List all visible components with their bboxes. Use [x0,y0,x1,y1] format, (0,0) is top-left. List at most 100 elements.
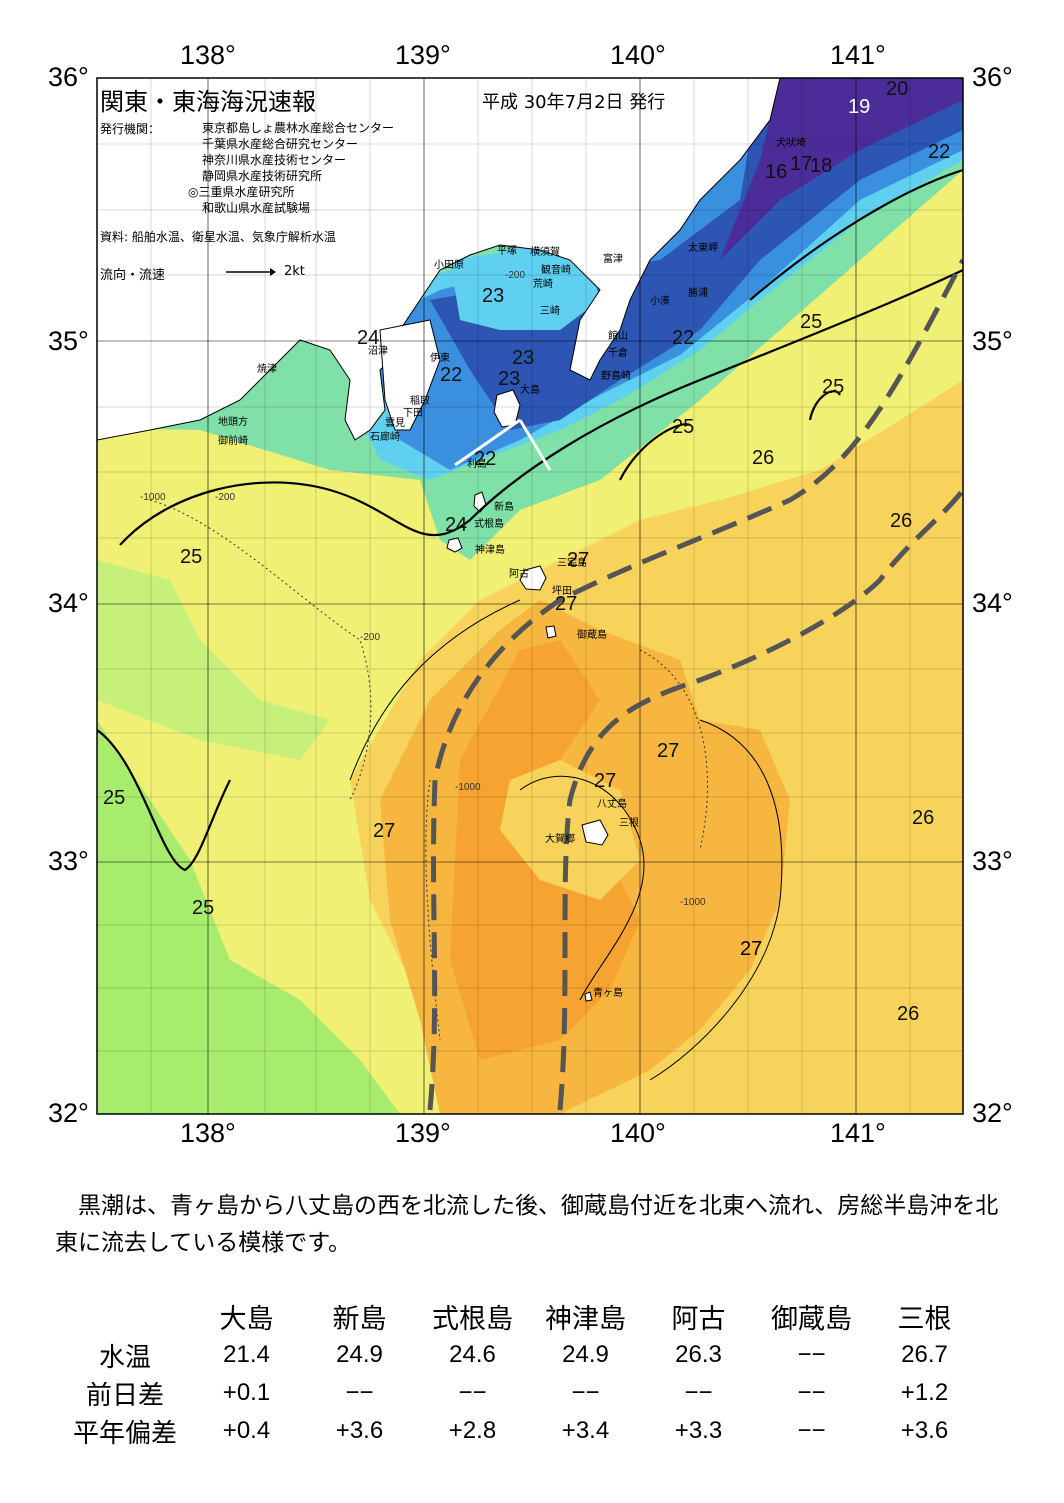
isotherm-label: 27 [740,938,762,960]
table-cell: +1.2 [900,1379,949,1406]
map-frame [96,77,964,1115]
lat-label-34-left: 34° [48,588,89,618]
place-label: 地頭方 [218,415,248,428]
table-cell: +0.4 [222,1417,271,1444]
place-label: 横須賀 [530,245,560,258]
isotherm-label: 18 [810,155,832,177]
isotherm-label: 23 [482,285,504,307]
lat-label-33-left: 33° [48,846,89,876]
lon-label-141-top: 141° [830,40,886,70]
island-aogashima [584,991,593,1002]
place-label: 荒崎 [533,277,553,290]
minor-grid [97,78,963,1114]
table-header-row: 大島 新島 式根島 神津島 阿古 御蔵島 三根 [60,1296,981,1336]
lon-label-138-bottom: 138° [180,1118,236,1148]
isotherm-label: 19 [848,96,870,118]
kuroshio-summary: 黒潮は、青ヶ島から八丈島の西を北流した後、御蔵島付近を北東へ流れ、房総半島沖を北… [55,1193,999,1256]
column-header: 神津島 [545,1303,626,1335]
table-cell: −− [684,1379,713,1406]
isotherm-label: 24 [445,514,467,536]
island-hachijojima [581,819,609,846]
lat-label-32-left: 32° [48,1098,89,1128]
current-vectors [454,418,552,471]
depth-contours [149,499,708,1041]
depth-label: -1000 [140,492,166,503]
table-cell: −− [571,1379,600,1406]
place-label: 八丈島 [597,797,627,810]
depth-label: -200 [215,492,235,503]
place-label: 御前崎 [218,434,248,447]
lon-label-139-bottom: 139° [395,1118,451,1148]
isotherm-label: 26 [752,447,774,469]
water-temperature-table: 大島 新島 式根島 神津島 阿古 御蔵島 三根 水温 21.4 24.9 24.… [60,1296,981,1450]
isotherm-label: 26 [912,807,934,829]
issuer-label: 発行機関： [100,122,161,136]
isotherm-label: 20 [886,78,908,100]
lat-label-36-left: 36° [48,62,89,92]
place-label: 下田 [403,408,423,419]
place-label: 大島 [520,383,540,396]
place-label: 大賀郷 [545,832,575,845]
isotherm-label: 22 [672,327,694,349]
place-label: 観音崎 [541,263,571,276]
table-cell: −− [345,1379,374,1406]
lat-label-32-right: 32° [972,1098,1013,1128]
isotherm-label: 25 [192,897,214,919]
place-label: 新島 [494,500,514,513]
zone-sw-green2 [97,560,330,760]
place-label-group: 小田原 平塚 横須賀 観音崎 富津 荒崎 三崎 犬吠埼 太東岬 小湊 勝浦 館山… [218,136,806,999]
isotherm-label: 25 [822,376,844,398]
isotherm-label: 27 [373,820,395,842]
place-label: 石廊崎 [370,430,400,443]
table-cell: −− [797,1417,826,1444]
isotherm-label: 25 [103,787,125,809]
place-label: 平塚 [497,245,517,257]
issuer-item: 千葉県水産総合研究センター [202,137,359,151]
depth-label: -1000 [680,897,706,908]
place-label: 野島崎 [601,369,631,382]
island-kozushima [446,537,463,553]
isotherm-label: 23 [512,347,534,369]
isotherm-label: 27 [594,770,616,792]
lon-label-139-top: 139° [395,40,451,70]
place-label: 小田原 [434,259,464,271]
row-label: 平年偏差 [72,1418,177,1449]
isotherm-label: 22 [440,364,462,386]
isotherm-label: 23 [498,368,520,390]
table-cell: +3.6 [900,1417,949,1444]
land-honshu [97,78,781,441]
isotherm-label: 26 [897,1003,919,1025]
depth-label: -200 [360,632,380,643]
table-row: 前日差 +0.1 −− −− −− −− −− +1.2 [60,1374,981,1412]
place-label: 勝浦 [688,286,708,299]
kuroshio-axis [427,258,963,1111]
place-label: 三根 [619,816,639,829]
place-label: 稲取 [410,395,430,407]
column-header: 阿古 [671,1303,726,1335]
table-cell: −− [797,1379,826,1406]
place-label: 青ヶ島 [593,986,623,999]
lon-label-140-top: 140° [610,40,666,70]
table-cell: +0.1 [222,1379,271,1406]
place-label: 沼津 [368,344,388,357]
column-header: 大島 [219,1303,274,1335]
lon-label-141-bottom: 141° [830,1118,886,1148]
table-cell: 21.4 [223,1341,270,1368]
lat-label-35-right: 35° [972,326,1013,356]
place-label: 式根島 [474,517,504,530]
place-label: 利島 [467,457,487,470]
table-cell: −− [458,1379,487,1406]
sea-temperature-map: 16 17 18 19 20 22 22 22 22 23 23 23 24 2… [96,77,964,1115]
column-header: 新島 [332,1303,387,1335]
island-mikurajima [545,625,557,639]
row-label: 水温 [98,1342,151,1373]
lon-label-140-bottom: 140° [610,1118,666,1148]
grid [97,78,963,1114]
depth-label-group: -200 -1000 -200 -1000 -1000 -200 [140,270,706,908]
depth-label: -1000 [455,782,481,793]
lat-label-34-right: 34° [972,588,1013,618]
place-label: 太東岬 [688,241,718,254]
place-label: 坪田 [552,584,572,597]
isotherm-label: 22 [928,141,950,163]
isotherm-label-group: 16 17 18 19 20 22 22 22 22 23 23 23 24 2… [103,78,950,1025]
